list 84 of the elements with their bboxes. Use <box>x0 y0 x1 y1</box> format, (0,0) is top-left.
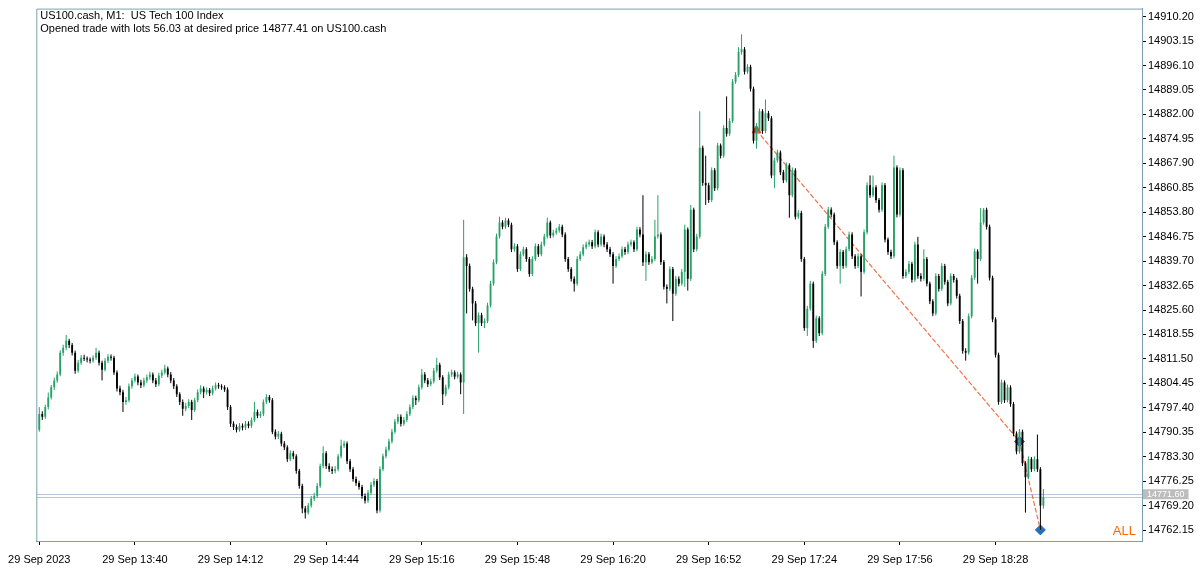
x-tick-label: 29 Sep 14:12 <box>197 552 264 565</box>
candlestick <box>922 248 925 282</box>
candlestick <box>465 253 468 314</box>
y-tick-label: 14769.20 <box>1148 498 1194 511</box>
candlestick <box>674 275 677 297</box>
candlestick <box>624 246 626 256</box>
x-tick-label: 29 Sep 14:44 <box>293 552 359 565</box>
candlestick <box>707 182 710 204</box>
x-tick-label: 29 Sep 15:16 <box>389 552 455 565</box>
candlestick <box>668 265 671 292</box>
y-tick-label: 14889.05 <box>1148 82 1194 95</box>
candlestick <box>842 249 845 270</box>
candlestick <box>591 239 594 250</box>
candlestick <box>725 95 728 138</box>
candlestick <box>872 174 874 198</box>
candlestick <box>713 167 716 192</box>
x-tick-label: 29 Sep 17:56 <box>867 552 933 565</box>
candlestick <box>588 239 591 248</box>
y-tick-label: 14762.15 <box>1148 523 1194 536</box>
y-tick-label: 14853.80 <box>1148 205 1194 218</box>
candlestick <box>89 357 92 364</box>
candlestick <box>519 250 522 272</box>
candlestick <box>642 194 644 267</box>
candlestick <box>615 255 617 269</box>
x-tick-label: 29 Sep 13:40 <box>102 552 168 565</box>
x-tick-label: 29 Sep 2023 <box>8 552 71 565</box>
candlestick <box>881 181 883 213</box>
y-tick-label: 14832.65 <box>1148 278 1194 291</box>
candlestick <box>869 174 871 199</box>
candlestick <box>376 478 378 514</box>
candlestick <box>122 389 124 413</box>
annotation: ALL <box>1112 523 1136 539</box>
y-tick-label: 14896.10 <box>1148 58 1194 71</box>
candlestick <box>83 354 86 362</box>
y-tick-label: 14811.50 <box>1148 351 1194 364</box>
candlestick <box>139 379 142 389</box>
candlestick <box>636 226 638 252</box>
candlestick <box>95 347 97 361</box>
y-tick-label: 14882.00 <box>1148 107 1194 120</box>
y-tick-label: 14825.60 <box>1148 303 1194 316</box>
x-tick-label: 29 Sep 16:20 <box>580 552 646 565</box>
x-tick-label: 29 Sep 15:48 <box>484 552 551 565</box>
candlestick <box>1042 488 1045 510</box>
y-tick-label: 14903.15 <box>1148 34 1194 47</box>
candlestick <box>331 465 334 475</box>
candlestick <box>104 357 106 372</box>
x-tick-label: 29 Sep 17:24 <box>771 552 838 565</box>
candlestick <box>896 164 898 218</box>
candlestick <box>86 355 89 363</box>
candlestick <box>612 251 614 285</box>
y-tick-label: 14839.70 <box>1148 254 1194 267</box>
y-tick-label: 14874.95 <box>1148 131 1194 144</box>
y-tick-label: 14867.90 <box>1148 156 1194 169</box>
candlestick <box>902 167 904 280</box>
candlestick <box>899 166 901 218</box>
candlestick <box>145 374 148 384</box>
y-tick-label: 14910.20 <box>1148 9 1194 22</box>
y-tick-label: 14846.75 <box>1148 229 1194 242</box>
y-tick-label: 14804.45 <box>1148 376 1194 389</box>
candlestick <box>860 253 863 297</box>
candlestick <box>399 413 402 428</box>
candlestick <box>785 162 788 183</box>
candlestick <box>361 484 363 500</box>
text: Opened trade with lots 56.03 at desired price 14877.41 on US100.cash <box>40 22 387 35</box>
y-tick-label: 14790.35 <box>1148 425 1194 438</box>
candlestick <box>621 246 623 259</box>
y-tick-label: 14783.30 <box>1148 449 1194 462</box>
ref-line-label: 14771.60 <box>1147 489 1185 500</box>
candlestick <box>627 241 629 255</box>
candlestick <box>633 239 635 253</box>
candlestick <box>818 315 821 337</box>
candlestick <box>477 311 480 354</box>
x-tick-label: 29 Sep 16:52 <box>675 552 742 565</box>
y-tick-label: 14818.55 <box>1148 327 1194 340</box>
chart-title: US100.cash, M1: US Tech 100 Index <box>40 9 225 22</box>
candlestick <box>779 149 782 176</box>
y-tick-label: 14860.85 <box>1148 180 1194 193</box>
x-tick-label: 29 Sep 18:28 <box>962 552 1029 565</box>
y-tick-label: 14797.40 <box>1148 400 1194 413</box>
candlestick <box>603 233 606 248</box>
candlestick <box>893 155 895 259</box>
candlestick <box>645 250 647 282</box>
candlestick <box>907 260 910 275</box>
y-tick-label: 14776.25 <box>1148 474 1194 487</box>
